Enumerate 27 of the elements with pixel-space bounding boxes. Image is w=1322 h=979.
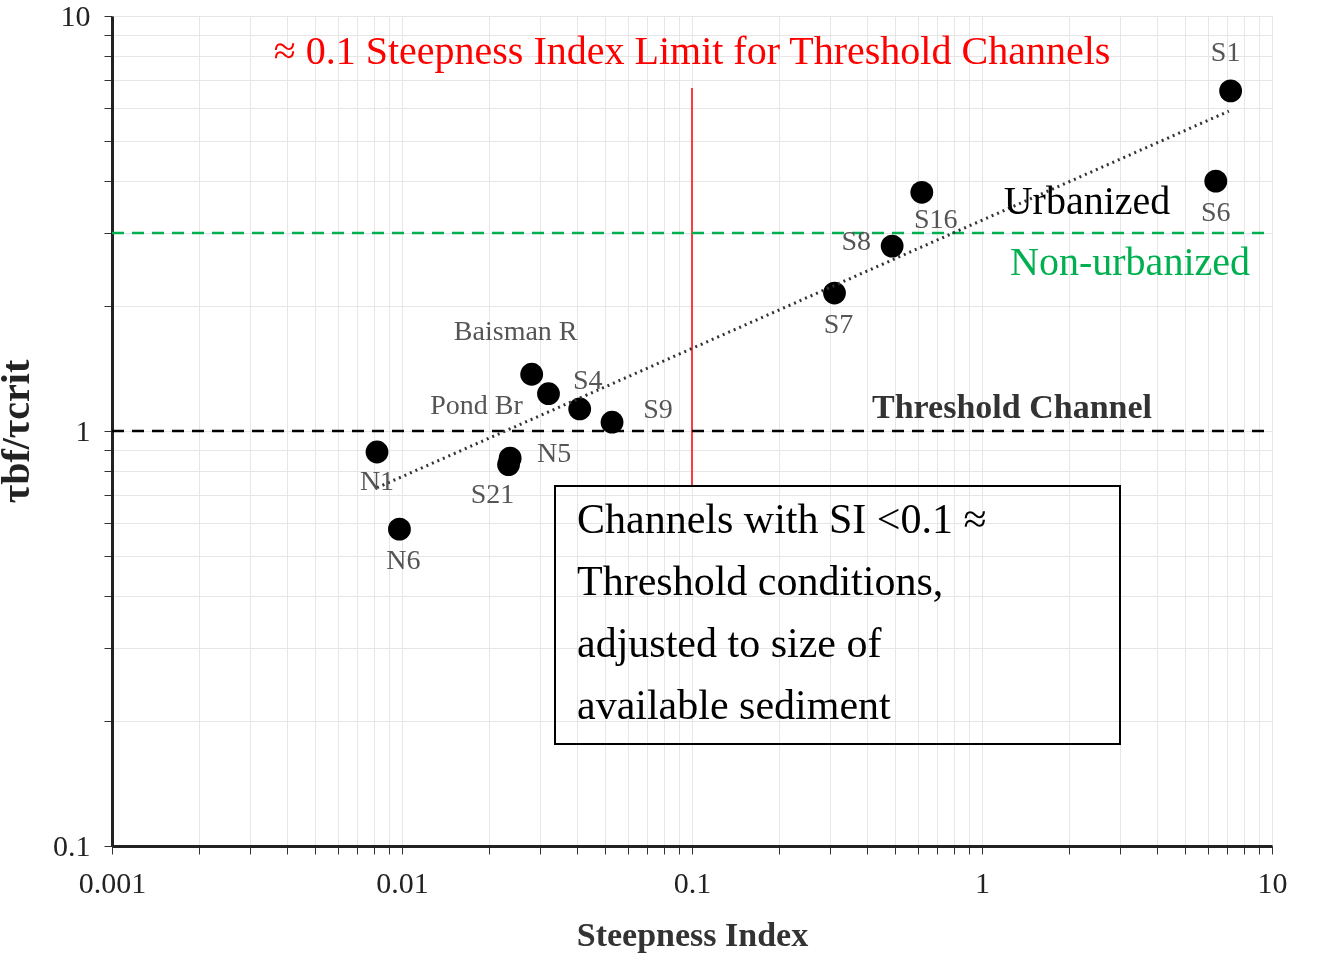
annotation: S21 [470, 477, 515, 509]
annotation: Baisman R [453, 315, 578, 347]
annotation: S1 [1210, 35, 1241, 67]
annotation: N5 [537, 437, 572, 469]
x-tick-label: 0.01 [376, 865, 429, 899]
annotation: N6 [386, 544, 421, 576]
annotation: S16 [914, 203, 958, 235]
x-axis-title: Steepness Index [576, 915, 809, 953]
ref-line-label: ≈ 0.1 Steepness Index Limit for Threshold Channels [273, 28, 1111, 73]
x-tick-label: 1 [975, 865, 990, 899]
ref-line-label: Non-urbanized [1010, 238, 1250, 284]
y-axis-title: τbf/τcrit [0, 359, 38, 504]
annotation: Channels with SI <0.1 ≈ Threshold conditions, adjusted to size of available sediment [577, 496, 987, 728]
annotation: N1 [359, 465, 395, 496]
annotation: S8 [841, 225, 871, 257]
y-tick-label: 10 [60, 0, 91, 32]
y-tick-label: 1 [75, 413, 91, 447]
y-tick-label: 0.1 [53, 828, 91, 862]
annotation: S9 [643, 393, 673, 425]
annotation: Pond Br [430, 388, 524, 420]
annotation: S7 [823, 308, 854, 340]
x-tick-label: 0.001 [78, 865, 147, 899]
ref-line-label: Threshold Channel [872, 388, 1152, 425]
annotation: S4 [572, 363, 603, 395]
annotation: S6 [1201, 196, 1231, 228]
x-tick-label: 10 [1257, 865, 1288, 899]
x-tick-label: 0.1 [673, 865, 712, 899]
